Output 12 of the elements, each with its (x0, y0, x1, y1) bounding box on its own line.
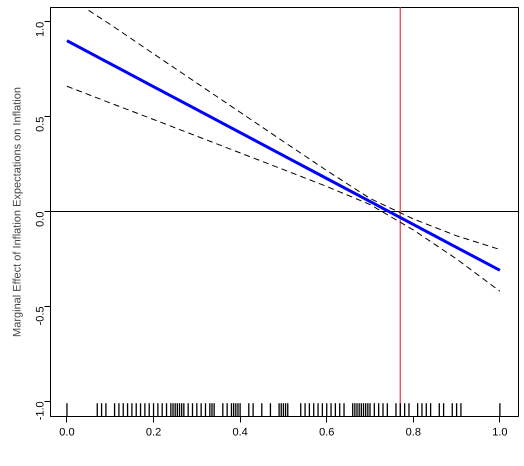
y-tick-label: 0.5 (34, 116, 46, 132)
y-tick-label: 1.0 (34, 22, 46, 38)
x-tick-label: 1.0 (492, 426, 508, 438)
x-tick-label: 0.8 (406, 426, 421, 438)
y-tick-label: -0.5 (34, 306, 46, 326)
y-axis-title: Marginal Effect of Inflation Expectations on Inflation (12, 87, 24, 337)
x-tick-label: 0.0 (59, 426, 75, 438)
x-tick-label: 0.6 (319, 426, 334, 438)
y-tick-label: 0.0 (34, 212, 46, 227)
y-tick-label: -1.0 (34, 401, 46, 420)
x-tick-label: 0.2 (146, 426, 162, 438)
x-tick-label: 0.4 (232, 426, 248, 438)
